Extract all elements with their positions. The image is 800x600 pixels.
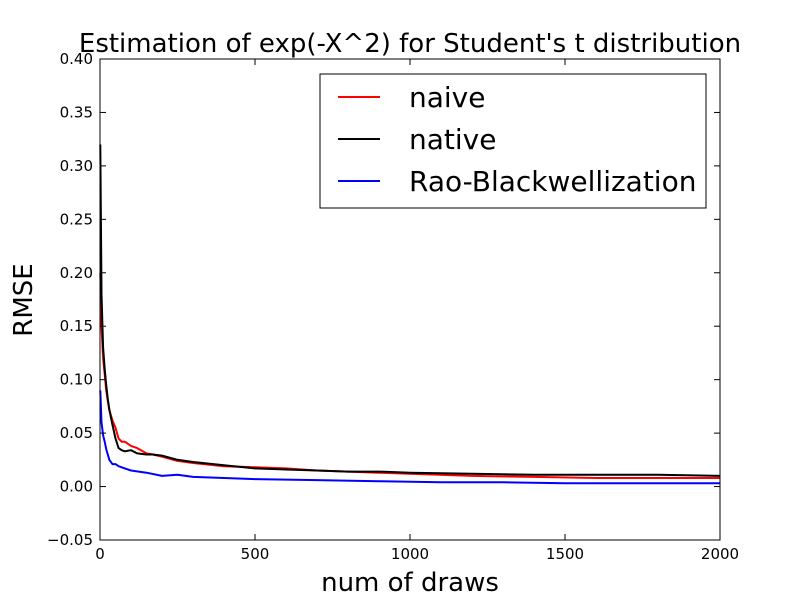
y-tick-label: 0.05 bbox=[60, 424, 93, 442]
y-tick-label: 0.20 bbox=[60, 264, 93, 282]
x-tick-label: 0 bbox=[95, 545, 105, 563]
series-line-2 bbox=[99, 390, 720, 485]
y-tick-label: 0.00 bbox=[60, 478, 93, 496]
plot-area: 0 500 1000 1500 2000 −0.05 0.00 0.05 0.10 0.15 0.2… bbox=[47, 50, 739, 563]
x-tick-label: 2000 bbox=[701, 545, 739, 563]
y-tick-label: 0.35 bbox=[60, 103, 93, 121]
chart-title: Estimation of exp(-X^2) for Student's t … bbox=[79, 29, 741, 59]
y-tick-label: 0.25 bbox=[60, 210, 93, 228]
legend-label-0: naive bbox=[409, 81, 485, 114]
legend-label-2: Rao-Blackwellization bbox=[409, 165, 696, 198]
y-axis-label: RMSE bbox=[9, 263, 39, 336]
legend-label-1: native bbox=[409, 123, 496, 156]
x-axis-label: num of draws bbox=[321, 568, 499, 598]
y-tick-label: 0.30 bbox=[60, 157, 93, 175]
y-tick-label: −0.05 bbox=[47, 531, 93, 549]
series-line-1 bbox=[99, 144, 721, 477]
y-tick-label: 0.15 bbox=[60, 317, 93, 335]
x-tick-label: 1000 bbox=[391, 545, 429, 563]
y-tick-label: 0.10 bbox=[60, 371, 93, 389]
y-tick-label: 0.40 bbox=[60, 50, 93, 68]
x-tick-label: 500 bbox=[241, 545, 270, 563]
x-tick-label: 1500 bbox=[546, 545, 584, 563]
legend-box bbox=[319, 73, 707, 209]
